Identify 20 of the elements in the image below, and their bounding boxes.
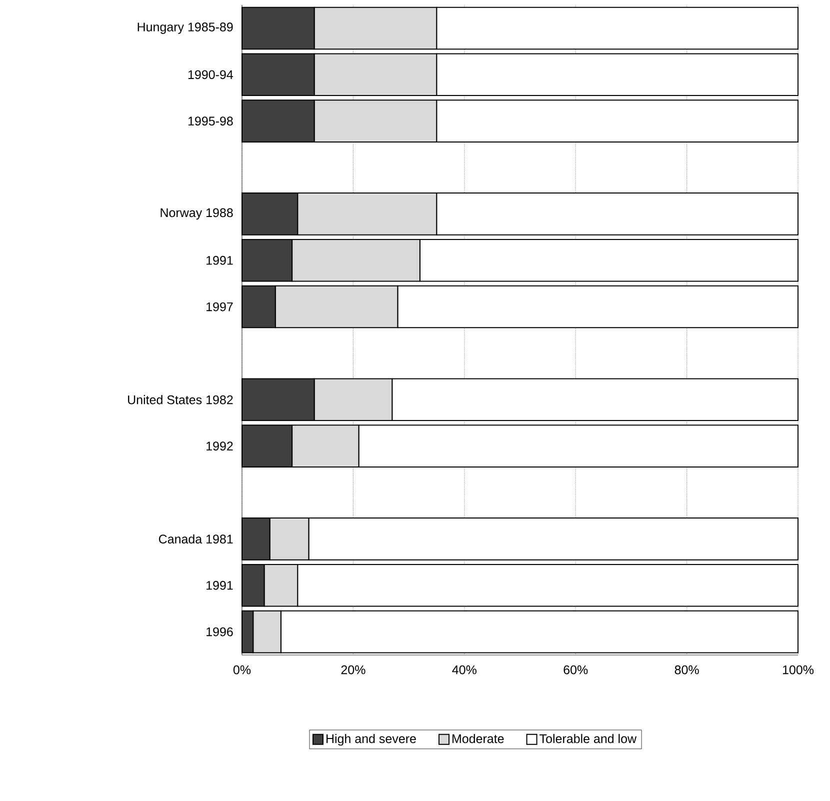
x-tick-label: 60% xyxy=(564,665,588,674)
y-tick-label: 1996 xyxy=(206,627,233,636)
legend-label: Moderate xyxy=(452,734,504,744)
y-tick-label: United States 1982 xyxy=(128,395,233,404)
y-tick-label: Norway 1988 xyxy=(160,208,233,220)
y-tick-label: Canada 1981 xyxy=(158,534,233,544)
legend-label: High and severe xyxy=(326,734,416,746)
x-tick-label: 80% xyxy=(674,665,699,674)
legend-label: Tolerable and low xyxy=(540,734,637,744)
y-tick-label: 1992 xyxy=(206,442,233,451)
y-tick-label: 1997 xyxy=(206,302,233,312)
y-tick-label: 1995-98 xyxy=(188,116,233,126)
x-tick-label: 0% xyxy=(233,665,251,674)
y-tick-label: 1990-94 xyxy=(188,70,233,80)
y-tick-label: 1991 xyxy=(206,580,233,590)
x-tick-label: 20% xyxy=(341,665,366,674)
x-tick-label: 40% xyxy=(452,665,476,674)
x-tick-label: 100% xyxy=(782,665,814,674)
y-tick-label: Hungary 1985-89 xyxy=(138,22,233,34)
y-tick-label: 1991 xyxy=(206,256,233,265)
